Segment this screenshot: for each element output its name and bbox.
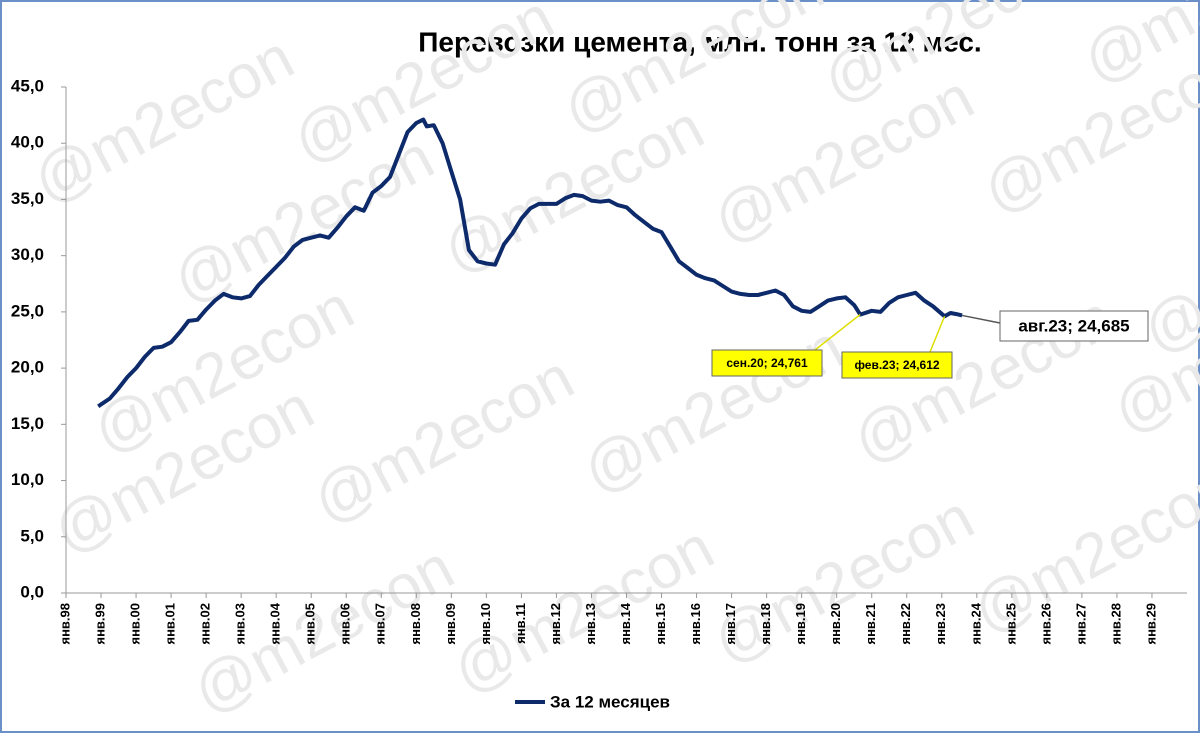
- x-tick-label: янв.00: [128, 603, 143, 645]
- y-tick-label: 35,0: [11, 189, 44, 208]
- x-tick-label: янв.19: [793, 603, 808, 645]
- x-tick-label: янв.27: [1073, 603, 1088, 645]
- y-tick-label: 10,0: [11, 470, 44, 489]
- x-tick-label: янв.25: [1003, 603, 1018, 645]
- y-tick-label: 45,0: [11, 76, 44, 95]
- x-tick-label: янв.06: [338, 603, 353, 645]
- x-tick-label: янв.08: [408, 603, 423, 645]
- x-tick-label: янв.05: [303, 603, 318, 645]
- x-tick-label: янв.26: [1038, 603, 1053, 645]
- legend-label: За 12 месяцев: [550, 692, 670, 711]
- x-tick-label: янв.29: [1143, 603, 1158, 645]
- annotation-text: сен.20; 24,761: [726, 356, 808, 370]
- annotation-leader: [929, 315, 946, 353]
- annotation-box: [711, 349, 823, 377]
- x-tick-label: янв.21: [863, 603, 878, 645]
- annotation-text: фев.23; 24,612: [854, 358, 939, 372]
- annotation-text: авг.23; 24,685: [1018, 316, 1129, 335]
- x-tick-label: янв.15: [653, 603, 668, 645]
- y-tick-label: 25,0: [11, 301, 44, 320]
- y-tick-label: 30,0: [11, 245, 44, 264]
- x-tick-label: янв.18: [758, 603, 773, 645]
- annotation-leader: [814, 313, 861, 351]
- annotation-box: [841, 351, 953, 379]
- y-tick-label: 20,0: [11, 358, 44, 377]
- annotation-box: [999, 310, 1149, 342]
- x-tick-label: янв.99: [92, 603, 107, 645]
- x-tick-label: янв.07: [373, 603, 388, 645]
- x-tick-label: янв.01: [163, 603, 178, 645]
- x-tick-label: янв.14: [618, 602, 633, 644]
- x-tick-label: янв.23: [933, 603, 948, 645]
- x-tick-label: янв.02: [198, 603, 213, 645]
- x-tick-label: янв.17: [723, 603, 738, 645]
- x-tick-label: янв.04: [268, 602, 283, 644]
- x-tick-label: янв.12: [548, 603, 563, 645]
- y-tick-label: 5,0: [20, 526, 44, 545]
- chart-title: Перевозки цемента, млн. тонн за 12 мес.: [418, 26, 981, 57]
- y-tick-label: 0,0: [20, 582, 44, 601]
- x-tick-label: янв.09: [443, 603, 458, 645]
- x-tick-label: янв.28: [1108, 603, 1123, 645]
- x-tick-label: янв.11: [513, 603, 528, 644]
- x-tick-label: янв.16: [688, 603, 703, 645]
- y-tick-label: 15,0: [11, 414, 44, 433]
- x-tick-label: янв.98: [57, 603, 72, 645]
- x-tick-label: янв.10: [478, 603, 493, 645]
- x-tick-label: янв.22: [898, 603, 913, 645]
- x-tick-label: янв.03: [233, 603, 248, 645]
- x-tick-label: янв.13: [583, 603, 598, 645]
- x-tick-label: янв.20: [828, 603, 843, 645]
- annotation-leader: [961, 314, 1001, 324]
- series-line: [97, 117, 963, 408]
- x-tick-label: янв.24: [968, 602, 983, 644]
- y-tick-label: 40,0: [11, 133, 44, 152]
